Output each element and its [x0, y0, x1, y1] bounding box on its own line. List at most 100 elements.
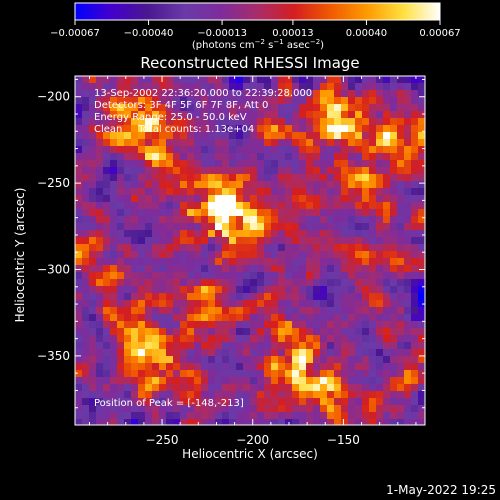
heatmap-cell — [257, 335, 265, 343]
heatmap-cell — [271, 349, 279, 357]
heatmap-cell — [313, 237, 321, 245]
heatmap-cell — [355, 321, 363, 329]
heatmap-cell — [215, 272, 223, 280]
heatmap-cell — [89, 160, 97, 168]
heatmap-cell — [145, 272, 153, 280]
heatmap-cell — [166, 188, 174, 196]
heatmap-cell — [362, 412, 370, 420]
heatmap-cell — [327, 132, 335, 140]
heatmap-cell — [138, 377, 146, 385]
heatmap-cell — [208, 363, 216, 371]
heatmap-cell — [187, 412, 195, 420]
heatmap-cell — [75, 188, 83, 196]
heatmap-cell — [334, 412, 342, 420]
heatmap-cell — [103, 272, 111, 280]
heatmap-cell — [159, 328, 167, 336]
heatmap-cell — [341, 174, 349, 182]
heatmap-cell — [250, 132, 258, 140]
heatmap-cell — [264, 90, 272, 98]
heatmap-cell — [418, 349, 425, 357]
x-tick-label: −200 — [236, 433, 269, 447]
heatmap-cell — [201, 377, 209, 385]
heatmap-cell — [355, 342, 363, 350]
heatmap-cell — [334, 216, 342, 224]
heatmap-cell — [131, 174, 139, 182]
heatmap-cell — [131, 342, 139, 350]
heatmap-cell — [166, 314, 174, 322]
heatmap-cell — [75, 391, 83, 399]
heatmap-cell — [418, 293, 425, 301]
heatmap-cell — [124, 251, 132, 259]
heatmap-cell — [299, 314, 307, 322]
heatmap-cell — [369, 111, 377, 119]
heatmap-cell — [117, 349, 125, 357]
heatmap-cell — [229, 244, 237, 252]
heatmap-cell — [390, 258, 398, 266]
heatmap-cell — [180, 237, 188, 245]
heatmap-cell — [257, 279, 265, 287]
heatmap-cell — [355, 209, 363, 217]
heatmap-cell — [229, 251, 237, 259]
heatmap-cell — [222, 377, 230, 385]
heatmap-cell — [397, 216, 405, 224]
heatmap-cell — [278, 202, 286, 210]
heatmap-cell — [369, 286, 377, 294]
heatmap-cell — [236, 321, 244, 329]
heatmap-cell — [418, 405, 425, 413]
heatmap-cell — [236, 258, 244, 266]
heatmap-cell — [152, 265, 160, 273]
heatmap-cell — [194, 216, 202, 224]
heatmap-cell — [404, 97, 412, 105]
heatmap-cell — [341, 342, 349, 350]
heatmap-cell — [355, 111, 363, 119]
heatmap-cell — [180, 328, 188, 336]
heatmap-cell — [306, 286, 314, 294]
heatmap-cell — [278, 139, 286, 147]
heatmap-cell — [215, 300, 223, 308]
heatmap-cell — [390, 188, 398, 196]
heatmap-cell — [229, 223, 237, 231]
heatmap-cell — [138, 111, 146, 119]
heatmap-cell — [362, 230, 370, 238]
heatmap-cell — [341, 125, 349, 133]
heatmap-cell — [348, 167, 356, 175]
heatmap-cell — [152, 370, 160, 378]
heatmap-cell — [257, 321, 265, 329]
heatmap-cell — [208, 76, 216, 84]
heatmap-cell — [201, 230, 209, 238]
heatmap-cell — [229, 314, 237, 322]
colorbar-tick-label: 0.00067 — [419, 28, 460, 39]
heatmap-cell — [131, 314, 139, 322]
heatmap-cell — [117, 139, 125, 147]
heatmap-cell — [250, 125, 258, 133]
heatmap-cell — [215, 181, 223, 189]
heatmap-cell — [117, 209, 125, 217]
heatmap-cell — [194, 335, 202, 343]
heatmap-cell — [138, 188, 146, 196]
heatmap-cell — [187, 104, 195, 112]
heatmap-cell — [215, 286, 223, 294]
heatmap-cell — [236, 146, 244, 154]
heatmap-cell — [152, 335, 160, 343]
heatmap-cell — [341, 139, 349, 147]
heatmap-cell — [285, 398, 293, 406]
heatmap-cell — [362, 139, 370, 147]
heatmap-cell — [397, 363, 405, 371]
heatmap-cell — [383, 391, 391, 399]
heatmap-cell — [82, 363, 90, 371]
heatmap-cell — [208, 118, 216, 126]
heatmap-cell — [173, 111, 181, 119]
heatmap-cell — [411, 153, 419, 161]
heatmap-cell — [138, 125, 146, 133]
heatmap-cell — [327, 272, 335, 280]
heatmap-cell — [376, 223, 384, 231]
heatmap-cell — [124, 139, 132, 147]
heatmap-cell — [117, 90, 125, 98]
heatmap-cell — [257, 216, 265, 224]
heatmap-cell — [117, 181, 125, 189]
heatmap-cell — [411, 174, 419, 182]
heatmap-cell — [236, 300, 244, 308]
heatmap-cell — [390, 146, 398, 154]
heatmap-cell — [89, 265, 97, 273]
heatmap-cell — [341, 118, 349, 126]
